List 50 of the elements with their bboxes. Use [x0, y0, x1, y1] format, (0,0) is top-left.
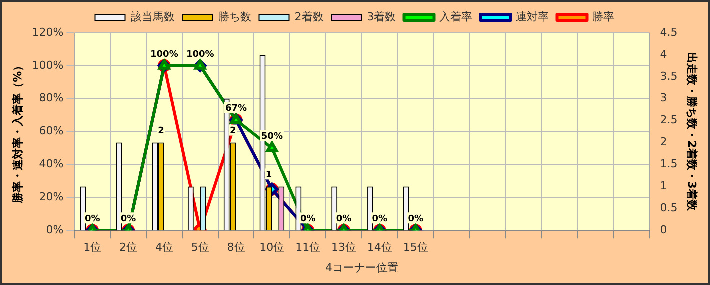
y2-tick-label: 2.5 — [660, 114, 678, 127]
x-tick-label: 10位 — [260, 241, 285, 254]
legend-label: 該当馬数 — [130, 10, 175, 24]
y2-tick-label: 4 — [660, 48, 668, 61]
x-tick-label: 5位 — [191, 241, 210, 254]
data-label: 100% — [150, 50, 178, 60]
x-tick-label: 11位 — [296, 241, 321, 254]
data-label: 2 — [230, 126, 236, 137]
x-tick-label: 2位 — [120, 241, 138, 254]
legend-label: 連対率 — [516, 10, 550, 24]
legend-label: 勝ち数 — [218, 10, 252, 24]
data-label: 67% — [225, 104, 248, 114]
x-tick-label: 8位 — [227, 241, 246, 254]
x-axis-title: 4コーナー位置 — [325, 261, 398, 274]
y-tick-label: 80% — [39, 92, 64, 105]
y-tick-label: 120% — [32, 26, 64, 39]
y-tick-label: 60% — [39, 124, 64, 138]
y-tick-label: 0% — [46, 223, 64, 236]
data-label: 0% — [336, 214, 352, 224]
data-label: 0% — [408, 214, 424, 224]
data-label: 1 — [266, 170, 272, 181]
x-tick-label: 13位 — [332, 241, 357, 254]
y2-tick-label: 0 — [660, 223, 668, 236]
legend-label: 2着数 — [294, 10, 324, 24]
data-label: 100% — [186, 50, 214, 60]
x-tick-label: 15位 — [403, 241, 428, 254]
y2-tick-label: 3.5 — [660, 70, 678, 83]
x-tick-label: 14位 — [367, 241, 392, 254]
y2-tick-label: 4.5 — [660, 26, 678, 39]
y-tick-label: 100% — [32, 58, 64, 72]
legend-label: 勝率 — [592, 10, 615, 24]
legend-label: 入着率 — [440, 10, 473, 24]
y2-tick-label: 2 — [660, 136, 668, 149]
data-label: 0% — [84, 214, 100, 224]
y2-tick-label: 3 — [660, 92, 668, 105]
data-label: 0% — [372, 214, 388, 224]
data-label: 2 — [158, 126, 164, 137]
y2-axis-title: 出走数・勝ち数・2着数・3着数 — [686, 52, 699, 212]
data-label: 0% — [300, 214, 316, 224]
x-tick-label: 4位 — [155, 241, 174, 254]
y2-tick-label: 0.5 — [660, 202, 678, 215]
y2-tick-label: 1.5 — [660, 158, 678, 171]
y-axis-title: 勝率・連対率・入着率（%） — [11, 60, 24, 204]
y-tick-label: 20% — [39, 190, 64, 204]
data-label: 50% — [261, 132, 283, 142]
legend-label: 3着数 — [367, 10, 396, 24]
y2-tick-label: 1 — [660, 180, 668, 193]
x-tick-label: 1位 — [84, 241, 102, 254]
y-tick-label: 40% — [39, 158, 64, 171]
data-label: 0% — [120, 214, 136, 224]
